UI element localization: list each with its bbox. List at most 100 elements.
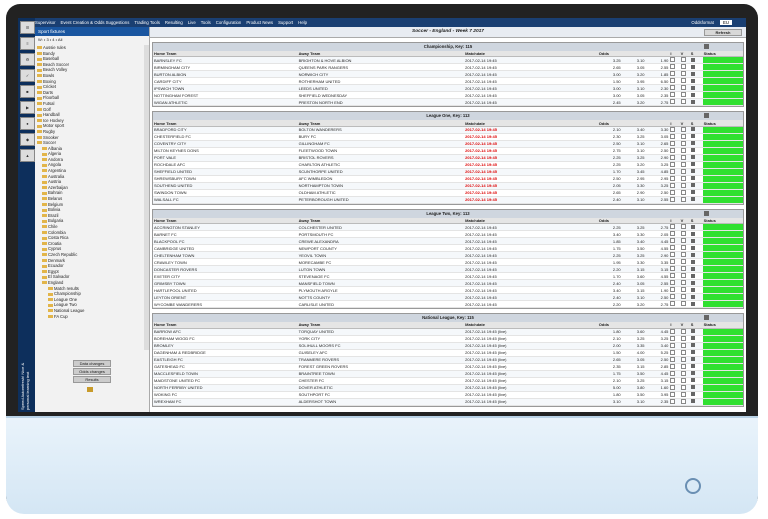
checkbox[interactable] [670,342,676,348]
nav-item-9[interactable]: Help [298,20,307,25]
checkbox[interactable] [670,266,676,272]
settings-icon[interactable] [690,273,695,278]
country-item[interactable]: Costa Rica [35,235,143,241]
sport-item[interactable]: Ice Hockey [35,118,143,124]
settings-icon[interactable] [690,245,695,250]
checkbox[interactable] [670,189,676,195]
column-header[interactable]: Odds [597,217,622,225]
checkbox[interactable] [680,224,686,230]
checkbox[interactable] [680,92,686,98]
column-header[interactable]: Away Team [297,120,465,127]
checkbox[interactable] [670,245,676,251]
checkbox[interactable] [680,140,686,146]
table-row[interactable]: CHELTENHAM TOWN YEOVIL TOWN 2017-02-14 19:… [153,251,743,260]
country-item[interactable]: Colombia [35,230,143,236]
checkbox[interactable] [670,349,676,355]
settings-icon[interactable] [690,155,695,160]
table-row[interactable]: EASTLEIGH FC TRANMERE ROVERS 2017-02-14 19… [153,356,743,364]
checkbox[interactable] [680,391,686,397]
sport-item[interactable]: Baseball [35,56,143,62]
column-header[interactable]: V [679,217,690,225]
country-item[interactable]: Argentina [35,168,143,174]
column-header[interactable] [645,120,670,127]
data-changes-button[interactable]: Data changes [73,360,111,367]
checkbox[interactable] [680,301,686,307]
sport-item[interactable]: Rugby [35,129,143,135]
settings-icon[interactable] [690,385,695,390]
checkbox[interactable] [670,391,676,397]
table-row[interactable]: WIGAN ATHLETIC PRESTON NORTH END 2017-02-1… [153,98,743,107]
column-header[interactable]: Home Team [153,120,298,127]
checkbox[interactable] [670,335,676,341]
country-item[interactable]: Ecuador [35,263,143,269]
table-row[interactable]: BROMLEY SOLIHULL MOORS FC 2017-02-14 19:45… [153,342,743,350]
column-header[interactable]: Away Team [297,322,465,329]
country-item[interactable]: Albania [35,146,143,152]
checkbox[interactable] [670,224,676,230]
nav-item-1[interactable]: Event Creation & Odds Suggestions [60,20,130,25]
settings-icon[interactable] [690,92,695,97]
column-header[interactable]: Odds [597,120,622,127]
checkbox[interactable] [670,182,676,188]
checkbox[interactable] [680,71,686,77]
country-item[interactable]: Bulgaria [35,218,143,224]
checkbox[interactable] [680,133,686,139]
table-row[interactable]: CRAWLEY TOWN MORECAMBE FC 2017-02-14 19:45… [153,258,743,267]
checkbox[interactable] [670,154,676,160]
column-header[interactable]: Home Team [153,217,298,225]
settings-icon[interactable] [690,336,695,341]
checkbox[interactable] [680,126,686,132]
settings-icon[interactable] [690,71,695,76]
sport-item[interactable]: Futsal [35,101,143,107]
column-header[interactable]: I [669,120,680,127]
column-header[interactable] [645,51,670,58]
country-item[interactable]: Brazil [35,213,143,219]
sidebar-filter[interactable]: W: • 3 • 4 • All [38,37,63,42]
settings-icon[interactable] [690,183,695,188]
column-header[interactable]: Status [702,322,743,329]
settings-icon[interactable] [690,399,695,404]
settings-icon[interactable] [690,371,695,376]
country-item[interactable]: Chile [35,224,143,230]
table-row[interactable]: NOTTINGHAM FOREST SHEFFIELD WEDNESDAY 2017… [153,91,743,100]
table-row[interactable]: WYCOMBE WANDERERS CARLISLE UNITED 2017-02-… [153,300,743,309]
settings-icon[interactable] [690,343,695,348]
settings-icon[interactable] [690,252,695,257]
league-item[interactable]: Championship [35,291,143,297]
settings-icon[interactable] [690,301,695,306]
country-item[interactable]: England [35,280,143,286]
settings-icon[interactable] [690,176,695,181]
checkbox[interactable] [670,147,676,153]
settings-icon[interactable] [690,64,695,69]
checkbox[interactable] [680,398,686,404]
column-header[interactable]: Home Team [153,51,298,58]
settings-icon[interactable] [690,287,695,292]
column-header[interactable]: Away Team [297,51,465,58]
table-row[interactable]: DONCASTER ROVERS LUTON TOWN 2017-02-14 19:… [153,265,743,274]
table-row[interactable]: BARROW AFC TORQUAY UNITED 2017-02-14 19:45… [153,328,743,336]
country-item[interactable]: Australia [35,174,143,180]
checkbox[interactable] [680,182,686,188]
checkbox[interactable] [680,154,686,160]
column-header[interactable] [621,51,646,58]
table-row[interactable]: MILTON KEYNES DONS FLEETWOOD TOWN 2017-02-… [153,147,743,155]
settings-icon[interactable] [690,392,695,397]
sport-item[interactable]: Floorball [35,95,143,101]
column-header[interactable]: S [689,51,703,58]
country-item[interactable]: Cyprus [35,246,143,252]
sport-item[interactable]: Darts [35,90,143,96]
country-item[interactable]: Angola [35,162,143,168]
checkbox[interactable] [680,363,686,369]
nav-item-6[interactable]: Configuration [215,20,242,25]
country-item[interactable]: Egypt [35,269,143,275]
checkbox[interactable] [670,384,676,390]
country-item[interactable]: Croatia [35,241,143,247]
column-header[interactable] [645,322,670,329]
column-header[interactable]: V [679,120,690,127]
checkbox[interactable] [670,85,676,91]
column-header[interactable]: Matchdate [464,322,598,329]
sport-item[interactable]: Beach Volley [35,67,143,73]
sport-item[interactable]: Aussie rules [35,45,143,51]
checkbox[interactable] [670,377,676,383]
sport-item[interactable]: Soccer [35,140,143,146]
